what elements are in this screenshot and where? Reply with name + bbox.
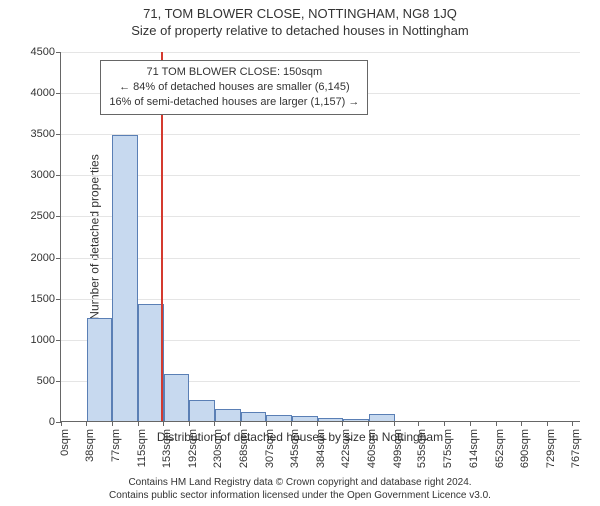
- chart-container: Number of detached properties 0500100015…: [60, 52, 580, 422]
- histogram-bar: [266, 415, 292, 421]
- histogram-bar: [87, 318, 113, 421]
- x-tick-mark: [61, 421, 62, 426]
- annotation-line: 71 TOM BLOWER CLOSE: 150sqm: [109, 65, 359, 80]
- x-tick-mark: [240, 421, 241, 426]
- y-tick-label: 2000: [31, 252, 61, 264]
- y-tick-label: 3500: [31, 128, 61, 140]
- histogram-bar: [215, 409, 241, 421]
- y-tick-label: 1000: [31, 334, 61, 346]
- histogram-bar: [138, 304, 164, 421]
- histogram-bar: [318, 418, 344, 421]
- x-tick-mark: [470, 421, 471, 426]
- x-tick-mark: [317, 421, 318, 426]
- annotation-line: ← 84% of detached houses are smaller (6,…: [109, 80, 359, 95]
- histogram-bar: [241, 412, 267, 421]
- annotation-line: 16% of semi-detached houses are larger (…: [109, 95, 359, 110]
- x-tick-mark: [86, 421, 87, 426]
- y-tick-label: 0: [49, 416, 61, 428]
- plot-area: 0500100015002000250030003500400045000sqm…: [60, 52, 580, 422]
- page-title: 71, TOM BLOWER CLOSE, NOTTINGHAM, NG8 1J…: [0, 6, 600, 21]
- x-tick-mark: [214, 421, 215, 426]
- x-tick-mark: [444, 421, 445, 426]
- x-tick-mark: [138, 421, 139, 426]
- x-tick-mark: [368, 421, 369, 426]
- y-tick-label: 2500: [31, 210, 61, 222]
- histogram-bar: [112, 135, 138, 421]
- x-tick-mark: [291, 421, 292, 426]
- x-tick-mark: [547, 421, 548, 426]
- histogram-bar: [369, 414, 395, 421]
- grid-line: [61, 299, 580, 300]
- x-tick-mark: [342, 421, 343, 426]
- histogram-bar: [164, 374, 190, 421]
- x-tick-mark: [189, 421, 190, 426]
- y-tick-label: 4500: [31, 46, 61, 58]
- histogram-bar: [292, 416, 318, 421]
- x-tick-mark: [163, 421, 164, 426]
- x-axis-title: Distribution of detached houses by size …: [0, 430, 600, 444]
- grid-line: [61, 175, 580, 176]
- page-subtitle: Size of property relative to detached ho…: [0, 23, 600, 38]
- y-tick-label: 1500: [31, 293, 61, 305]
- x-tick-mark: [496, 421, 497, 426]
- x-tick-mark: [572, 421, 573, 426]
- x-tick-mark: [418, 421, 419, 426]
- grid-line: [61, 52, 580, 53]
- annotation-box: 71 TOM BLOWER CLOSE: 150sqm← 84% of deta…: [100, 60, 368, 115]
- x-tick-mark: [112, 421, 113, 426]
- footer-line-1: Contains HM Land Registry data © Crown c…: [0, 476, 600, 489]
- y-tick-label: 4000: [31, 87, 61, 99]
- grid-line: [61, 134, 580, 135]
- y-tick-label: 3000: [31, 169, 61, 181]
- x-tick-mark: [266, 421, 267, 426]
- histogram-bar: [343, 419, 369, 421]
- grid-line: [61, 258, 580, 259]
- y-tick-label: 500: [37, 375, 61, 387]
- histogram-bar: [189, 400, 215, 421]
- footer-attribution: Contains HM Land Registry data © Crown c…: [0, 476, 600, 502]
- x-tick-mark: [521, 421, 522, 426]
- footer-line-2: Contains public sector information licen…: [0, 489, 600, 502]
- grid-line: [61, 216, 580, 217]
- x-tick-mark: [394, 421, 395, 426]
